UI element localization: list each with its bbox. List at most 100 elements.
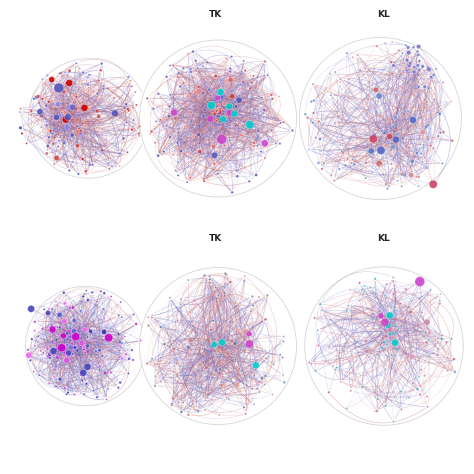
Point <box>95 76 102 84</box>
Point <box>92 347 100 355</box>
Point <box>219 107 227 114</box>
Point <box>392 125 400 132</box>
Point <box>30 368 37 375</box>
Point <box>53 345 60 353</box>
Point <box>432 65 440 73</box>
Point <box>200 112 207 120</box>
Point <box>316 135 324 143</box>
Point <box>221 292 229 299</box>
Point <box>217 108 224 116</box>
Point <box>81 104 88 111</box>
Point <box>358 383 366 391</box>
Point <box>338 147 346 155</box>
Point <box>214 354 221 361</box>
Point <box>231 98 239 106</box>
Point <box>151 139 159 146</box>
Point <box>218 106 226 113</box>
Point <box>193 331 201 339</box>
Point <box>227 278 234 286</box>
Point <box>213 107 221 114</box>
Point <box>447 335 455 343</box>
Point <box>63 340 70 348</box>
Point <box>387 343 395 350</box>
Point <box>45 127 53 134</box>
Point <box>229 354 237 361</box>
Point <box>208 129 215 137</box>
Point <box>118 339 126 347</box>
Point <box>170 109 178 116</box>
Point <box>69 95 76 103</box>
Point <box>415 51 422 59</box>
Point <box>86 71 93 79</box>
Point <box>223 111 230 119</box>
Point <box>64 109 71 117</box>
Point <box>214 106 222 114</box>
Point <box>101 369 109 377</box>
Point <box>394 134 402 142</box>
Point <box>65 167 73 174</box>
Point <box>210 143 217 150</box>
Point <box>215 292 222 299</box>
Point <box>173 372 181 380</box>
Point <box>73 105 80 113</box>
Point <box>191 97 198 104</box>
Point <box>250 401 258 408</box>
Point <box>193 64 201 72</box>
Point <box>329 362 337 370</box>
Point <box>27 356 34 364</box>
Point <box>41 95 49 103</box>
Point <box>67 371 75 379</box>
Point <box>199 73 207 80</box>
Point <box>419 128 427 136</box>
Point <box>388 130 395 138</box>
Point <box>167 91 174 99</box>
Point <box>360 290 367 298</box>
Point <box>200 392 207 400</box>
Point <box>381 335 389 343</box>
Point <box>64 336 71 343</box>
Point <box>93 393 101 401</box>
Point <box>82 168 90 175</box>
Point <box>212 350 219 358</box>
Point <box>150 105 157 113</box>
Point <box>215 101 222 109</box>
Point <box>415 115 422 123</box>
Point <box>389 277 397 285</box>
Point <box>373 138 381 146</box>
Point <box>70 99 78 106</box>
Point <box>351 344 359 352</box>
Point <box>436 297 444 305</box>
Point <box>67 343 75 351</box>
Point <box>386 311 393 319</box>
Point <box>312 367 319 374</box>
Point <box>67 344 75 352</box>
Point <box>387 287 394 294</box>
Point <box>196 370 204 377</box>
Point <box>196 94 204 102</box>
Point <box>72 342 80 349</box>
Point <box>240 403 248 411</box>
Point <box>80 369 87 376</box>
Point <box>414 155 422 163</box>
Point <box>53 114 60 121</box>
Point <box>363 121 370 128</box>
Point <box>65 118 73 126</box>
Point <box>331 68 339 76</box>
Point <box>102 147 110 155</box>
Point <box>64 114 72 122</box>
Point <box>232 358 239 365</box>
Point <box>330 177 338 184</box>
Point <box>375 300 383 308</box>
Point <box>46 351 54 358</box>
Point <box>304 114 311 122</box>
Point <box>190 132 197 140</box>
Point <box>198 367 206 374</box>
Point <box>47 350 55 357</box>
Point <box>276 351 284 359</box>
Point <box>69 350 77 358</box>
Point <box>82 170 90 178</box>
Point <box>376 162 383 169</box>
Point <box>52 350 60 357</box>
Point <box>69 101 77 109</box>
Point <box>66 67 73 75</box>
